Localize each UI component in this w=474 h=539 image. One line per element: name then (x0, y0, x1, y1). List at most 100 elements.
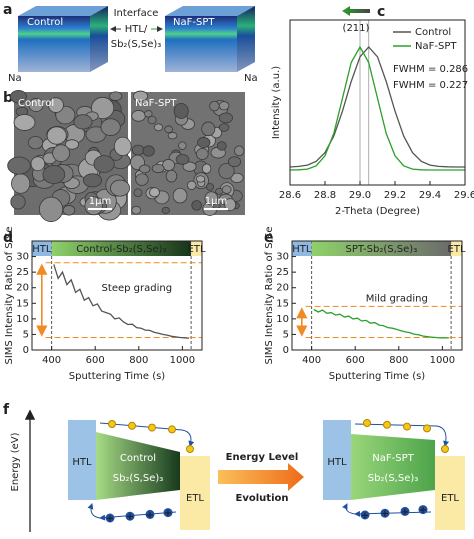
panel-letter: d (3, 230, 13, 246)
grain (196, 147, 209, 160)
etl-block (180, 456, 210, 530)
grain (178, 141, 187, 150)
x-tick-label: 400 (302, 355, 321, 366)
grain (131, 110, 146, 122)
grain (10, 89, 27, 104)
element-label: Na (244, 73, 258, 84)
grain (93, 155, 115, 173)
grain (165, 169, 178, 183)
grain (108, 91, 123, 101)
y-axis-label: SIMS Intensity Ratio of S/Se (4, 226, 15, 364)
grain (172, 187, 188, 204)
region-band (51, 241, 192, 256)
hole (163, 508, 173, 518)
electron (108, 420, 116, 428)
legend-label: Control (415, 27, 451, 38)
evolution-arrow (218, 463, 304, 491)
grain (204, 191, 219, 206)
element-label: Na (8, 73, 22, 84)
x-tick-label: 29.0 (349, 190, 371, 201)
panel-f: f Energy (eV) HTL Control Sb₂(S,Se)₃ ETL… (3, 402, 465, 532)
hole-sign: + (106, 514, 114, 525)
electron-path (181, 429, 195, 447)
grain (167, 131, 178, 140)
x-tick-label: 400 (42, 355, 61, 366)
grain (135, 173, 149, 186)
layer-label: Sb₂(S,Se)₃ (113, 473, 164, 484)
electron (148, 423, 156, 432)
grain (175, 154, 190, 165)
panel-a: a Control Na NaF-SPT Na Interface HTL/ S… (3, 2, 258, 84)
annotation: FWHM = 0.286 (393, 64, 468, 75)
x-tick-label: 1000 (170, 355, 195, 366)
layer-label: ETL (186, 493, 204, 504)
hole-sign: + (126, 512, 134, 523)
grain (221, 185, 232, 194)
grain (47, 97, 64, 113)
electron (186, 445, 194, 453)
x-axis-label: Sputtering Time (s) (329, 371, 426, 382)
electron (128, 421, 136, 430)
grain (227, 156, 242, 168)
legend-label: NaF-SPT (415, 41, 457, 52)
y-tick-label: 20 (16, 283, 29, 294)
grain (131, 144, 145, 156)
grain (64, 139, 79, 150)
region-band (191, 241, 202, 256)
grain (7, 156, 31, 175)
hole (418, 505, 428, 515)
grain (162, 159, 175, 172)
annotation: Mild grading (366, 293, 428, 304)
y-tick-label: 15 (276, 298, 289, 309)
electron (441, 445, 449, 453)
image-label: NaF-SPT (135, 98, 177, 109)
grain (46, 126, 67, 145)
grain (209, 100, 220, 112)
y-tick-label: 0 (23, 345, 29, 356)
panel-letter: b (3, 90, 13, 106)
shift-arrow (342, 6, 370, 16)
grain (110, 179, 130, 197)
region-band (292, 241, 312, 256)
electron (168, 425, 176, 434)
scale-label: 1μm (89, 196, 111, 207)
carriers: + + + + + + + + (105, 419, 449, 525)
data-line (53, 264, 189, 339)
y-tick-label: 10 (16, 314, 29, 325)
hole-sign: + (361, 511, 369, 522)
region-label: ETL (188, 244, 206, 255)
hole-path (342, 503, 356, 515)
y-tick-label: 25 (276, 267, 289, 278)
image-label: NaF-SPT (173, 17, 215, 28)
hole-sign: + (381, 509, 389, 520)
hole-sign: + (419, 505, 427, 516)
layer-label: Control (120, 453, 156, 464)
grain (27, 135, 44, 150)
x-tick-label: 28.8 (314, 190, 336, 201)
grain (186, 180, 197, 190)
y-tick-label: 0 (283, 345, 289, 356)
hole (400, 506, 410, 516)
grain (30, 156, 46, 172)
x-tick-label: 29.6 (454, 190, 474, 201)
grain (191, 200, 202, 211)
panel-letter: c (377, 4, 385, 20)
arrow-label: Evolution (236, 493, 289, 504)
grain (164, 125, 173, 134)
grain (113, 136, 132, 157)
x-tick-label: 29.2 (384, 190, 406, 201)
hole (380, 508, 390, 518)
electron (403, 422, 411, 431)
grain (218, 112, 233, 124)
electron (363, 419, 371, 427)
grain (13, 114, 36, 131)
grain (28, 98, 44, 112)
peak-label: (211) (343, 23, 370, 34)
interface-label: Interface (114, 8, 159, 19)
interface-label: HTL/ (125, 24, 148, 35)
region-label: SPT-Sb₂(S,Se)₃ (345, 244, 417, 255)
grain (142, 145, 155, 157)
grain (138, 164, 151, 174)
y-tick-label: 20 (276, 283, 289, 294)
